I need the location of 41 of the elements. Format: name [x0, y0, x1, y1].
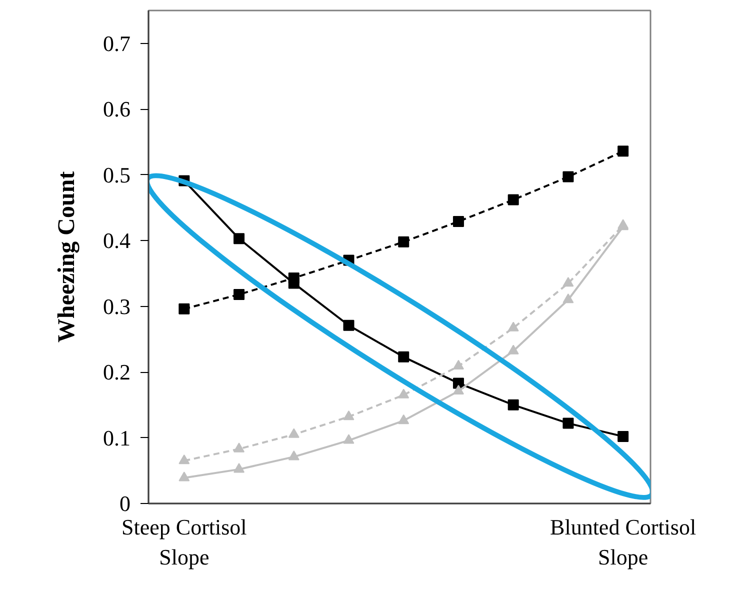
- point: [508, 399, 519, 410]
- point: [398, 388, 410, 398]
- point: [562, 171, 574, 182]
- point: [178, 303, 190, 314]
- y-tick-label: 0.3: [103, 294, 130, 319]
- point: [562, 418, 574, 429]
- y-tick-label: 0.1: [103, 425, 130, 450]
- y-tick-label: 0.2: [103, 360, 130, 385]
- point: [452, 216, 464, 228]
- point: [234, 288, 245, 300]
- point: [618, 430, 629, 442]
- point: [618, 146, 629, 157]
- point: [343, 410, 354, 420]
- point: [178, 454, 190, 464]
- point: [508, 194, 519, 206]
- y-tick-label: 0: [120, 491, 130, 516]
- point: [288, 272, 300, 284]
- point: [178, 472, 190, 482]
- point: [452, 360, 464, 370]
- point: [234, 233, 245, 244]
- y-tick-label: 0.7: [103, 30, 130, 56]
- point: [452, 384, 464, 394]
- point: [343, 320, 354, 331]
- point: [234, 442, 245, 452]
- x-tick-label: Blunted Cortisol Slope: [550, 514, 696, 570]
- point: [288, 450, 300, 460]
- point: [288, 428, 300, 438]
- point: [562, 277, 574, 287]
- y-tick-label: 0.5: [103, 162, 130, 188]
- point: [508, 344, 519, 354]
- point: [234, 463, 245, 473]
- point: [562, 293, 574, 304]
- x-tick-label: Steep Cortisol Slope: [122, 514, 247, 570]
- y-axis-title: Wheezing Count: [54, 171, 80, 343]
- point: [343, 434, 354, 444]
- point: [398, 414, 410, 424]
- y-tick-label: 0.4: [103, 228, 130, 254]
- y-tick-label: 0.6: [103, 96, 130, 122]
- point: [508, 322, 519, 332]
- point: [398, 236, 410, 248]
- point: [398, 351, 410, 362]
